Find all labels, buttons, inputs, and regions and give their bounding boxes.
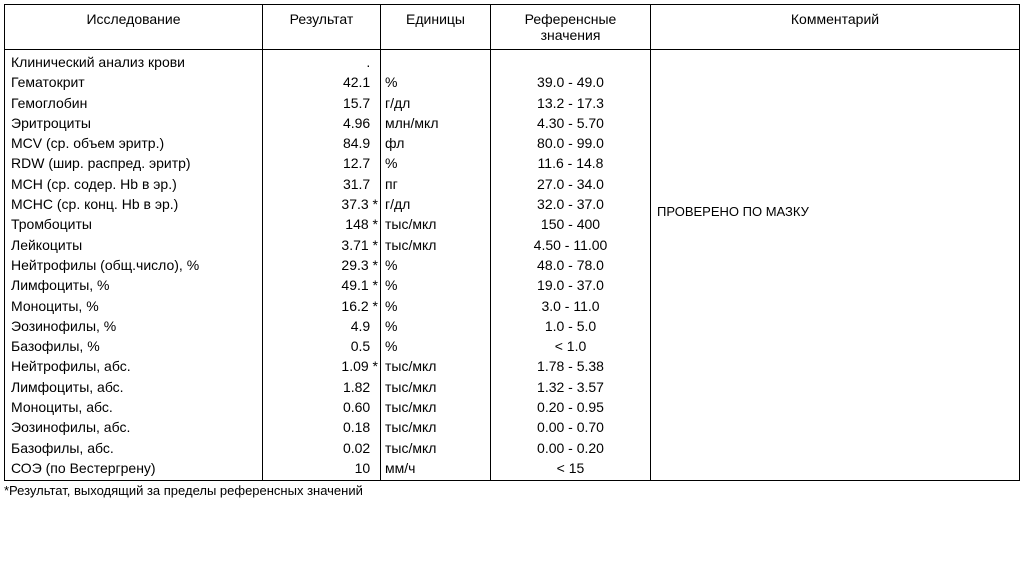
table-body-row: Клинический анализ кровиГематокритГемогл… bbox=[5, 50, 1020, 481]
cell-refs: 39.0 - 49.013.2 - 17.34.30 - 5.7080.0 - … bbox=[491, 50, 651, 481]
col-header-comment: Комментарий bbox=[651, 5, 1020, 50]
col-header-ref: Референсные значения bbox=[491, 5, 651, 50]
cell-comment: ПРОВЕРЕНО ПО МАЗКУ bbox=[651, 50, 1020, 481]
footnote-text: *Результат, выходящий за пределы референ… bbox=[4, 483, 1020, 498]
col-header-result: Результат bbox=[263, 5, 381, 50]
cell-units: %г/длмлн/мклфл%пгг/длтыс/мклтыс/мкл%%%%%… bbox=[381, 50, 491, 481]
cell-tests: Клинический анализ кровиГематокритГемогл… bbox=[5, 50, 263, 481]
lab-results-table: Исследование Результат Единицы Референсн… bbox=[4, 4, 1020, 481]
cell-results: . 42.1 15.7 4.96 84.9 12.7 31.7 37.3 *14… bbox=[263, 50, 381, 481]
col-header-test: Исследование bbox=[5, 5, 263, 50]
col-header-units: Единицы bbox=[381, 5, 491, 50]
table-header-row: Исследование Результат Единицы Референсн… bbox=[5, 5, 1020, 50]
